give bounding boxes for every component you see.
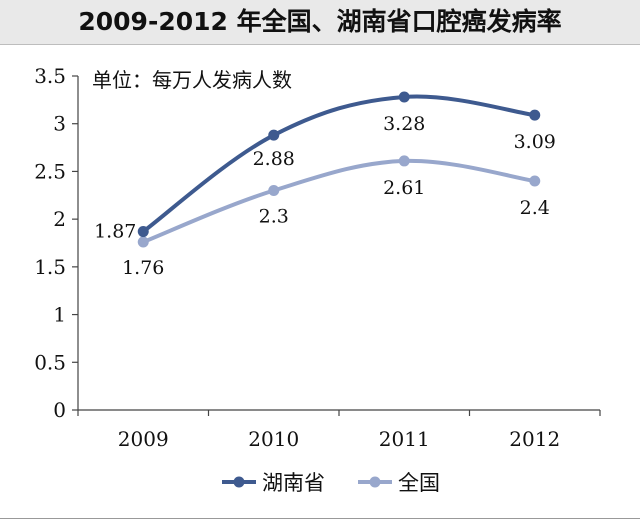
data-label: 2.88 — [253, 148, 295, 170]
chart-title: 2009-2012 年全国、湖南省口腔癌发病率 — [78, 7, 562, 36]
data-label: 3.09 — [514, 131, 556, 153]
x-tick-label: 2012 — [509, 427, 560, 451]
data-label: 1.76 — [122, 257, 164, 279]
data-label: 2.4 — [520, 197, 550, 219]
y-tick-label: 0.5 — [34, 350, 66, 374]
series-point-0 — [137, 226, 149, 238]
series-point-1 — [268, 185, 280, 197]
y-tick-label: 2.5 — [34, 159, 66, 183]
series-line-0 — [141, 94, 537, 234]
data-label: 1.87 — [94, 221, 136, 243]
series-point-1 — [398, 155, 410, 167]
legend-label: 湖南省 — [262, 471, 325, 495]
x-tick-label: 2011 — [379, 427, 430, 451]
y-tick-label: 0 — [53, 398, 66, 422]
data-label: 2.3 — [259, 206, 289, 228]
data-label: 3.28 — [383, 113, 425, 135]
unit-label: 单位：每万人发病人数 — [92, 68, 292, 92]
title-bar — [0, 0, 640, 45]
bottom-divider — [0, 518, 640, 519]
legend-label: 全国 — [398, 471, 440, 495]
series-point-0 — [268, 129, 280, 141]
plot-background — [0, 45, 640, 527]
y-tick-label: 3.5 — [34, 64, 66, 88]
x-tick-label: 2010 — [248, 427, 299, 451]
series-point-0 — [529, 109, 541, 121]
series-line-1 — [141, 158, 537, 245]
legend-marker — [233, 476, 245, 488]
x-tick-label: 2009 — [118, 427, 169, 451]
y-tick-label: 1 — [53, 303, 66, 327]
series-point-0 — [398, 91, 410, 103]
y-tick-label: 1.5 — [34, 255, 66, 279]
legend-marker — [369, 476, 381, 488]
series-point-1 — [529, 175, 541, 187]
y-tick-label: 2 — [53, 207, 66, 231]
series-point-1 — [137, 236, 149, 248]
y-tick-label: 3 — [53, 112, 66, 136]
data-label: 2.61 — [383, 177, 425, 199]
